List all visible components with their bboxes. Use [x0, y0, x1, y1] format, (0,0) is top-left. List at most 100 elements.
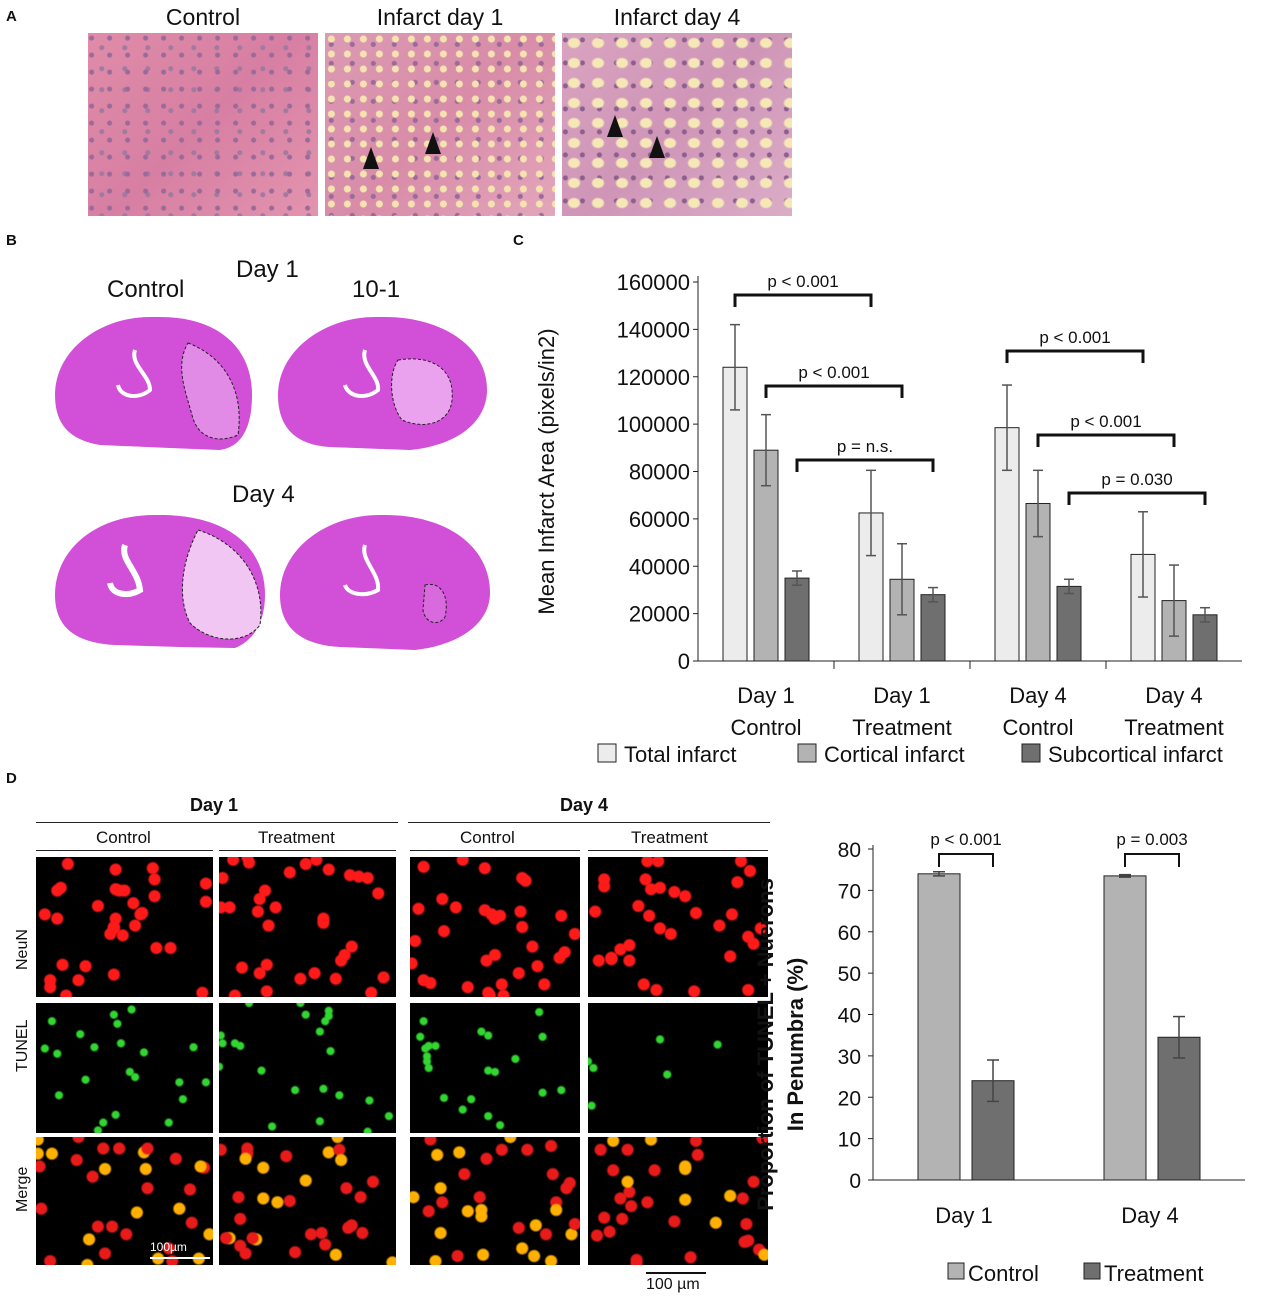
panel-d-day1-title: Day 1	[190, 795, 239, 815]
scalebar-outer-label: 100 µm	[646, 1276, 700, 1293]
y-tick-label: 10	[838, 1129, 861, 1152]
fluorescence-tile	[36, 1137, 213, 1265]
y-tick-label: 70	[838, 880, 861, 903]
brain-section-day4-control	[55, 515, 265, 648]
legend-swatch	[1021, 743, 1041, 763]
row-label-merge: Merge	[14, 1166, 31, 1212]
panel-b-day1-title: Day 1	[236, 256, 299, 283]
histology-image-infarct-day4	[562, 33, 792, 216]
x-tick-label: Day 1	[873, 683, 930, 708]
legend-label: Cortical infarct	[824, 742, 965, 767]
panel-d-day4-control: Control	[460, 828, 515, 847]
panel-d-day4-title: Day 4	[560, 795, 609, 815]
y-axis-label-line2: In Penumbra (%)	[783, 958, 808, 1132]
panel-a-letter: A	[6, 8, 17, 25]
legend-label: Subcortical infarct	[1048, 742, 1223, 767]
x-tick-label: Treatment	[852, 715, 951, 740]
panel-b-col-control: Control	[107, 276, 185, 303]
x-tick-label: Day 4	[1121, 1203, 1178, 1228]
brain-section-day4-treatment	[280, 515, 490, 650]
p-value-label: p < 0.001	[930, 830, 1001, 849]
divider	[36, 850, 213, 851]
divider	[588, 850, 768, 851]
fluorescence-tile	[219, 857, 396, 997]
tunel-proportion-chart: 0 10 20 30 40 50 60 70 80 Proportion of TUNEL + N…	[753, 830, 1245, 1286]
infarct-area-chart: 0 20000 40000 60000 80000 100000 120000 140000 1…	[534, 270, 1242, 767]
fluorescence-tile	[588, 1003, 768, 1133]
bar	[1157, 1036, 1201, 1181]
legend-swatch	[1083, 1262, 1101, 1280]
y-tick-label: 140000	[617, 317, 690, 342]
x-tick-label: Treatment	[1124, 715, 1223, 740]
brain-section-day1-control	[55, 317, 252, 450]
significance-bracket	[1005, 349, 1145, 363]
legend-swatch	[947, 1262, 965, 1280]
p-value-label: p < 0.001	[1039, 328, 1110, 347]
y-tick-label: 0	[849, 1170, 861, 1193]
panel-d-letter: D	[6, 770, 17, 787]
arrowhead-icon	[649, 136, 665, 158]
fluorescence-tile	[588, 857, 768, 997]
legend-swatch	[597, 743, 617, 763]
panel-c-letter: C	[513, 232, 524, 249]
panel-b-letter: B	[6, 232, 17, 249]
bar	[784, 577, 810, 662]
tile-label-infarct-day4: Infarct day 4	[613, 4, 741, 30]
y-axis-label: Mean Infarct Area (pixels/in2)	[534, 328, 559, 614]
arrowhead-icon	[363, 147, 379, 169]
significance-bracket	[938, 853, 994, 867]
significance-bracket	[1067, 491, 1207, 505]
p-value-label: p = 0.003	[1116, 830, 1187, 849]
fluorescence-tile	[36, 1003, 213, 1133]
divider	[408, 822, 770, 823]
p-value-label: p < 0.001	[767, 272, 838, 291]
y-tick-label: 120000	[617, 365, 690, 390]
histology-image-control	[88, 33, 318, 216]
y-tick-label: 60	[838, 922, 861, 945]
divider	[219, 850, 396, 851]
bar	[1103, 875, 1147, 1181]
legend-label: Total infarct	[624, 742, 737, 767]
panel-b-day4-title: Day 4	[232, 481, 295, 508]
bar	[917, 873, 961, 1181]
x-tick-label: Day 1	[935, 1203, 992, 1228]
scalebar-outer	[646, 1272, 706, 1274]
legend-label: Treatment	[1104, 1261, 1203, 1286]
y-tick-label: 0	[678, 649, 690, 674]
significance-bracket	[764, 384, 904, 398]
brain-sections-figure	[55, 317, 490, 650]
row-label-neun: NeuN	[14, 929, 31, 970]
panel-b-col-treat: 10-1	[352, 276, 401, 303]
x-tick-label: Control	[1003, 715, 1074, 740]
scalebar-inner-label: 100µm	[150, 1240, 187, 1254]
tile-label-infarct-day1: Infarct day 1	[376, 4, 504, 30]
legend-label: Control	[968, 1261, 1039, 1286]
y-tick-label: 40000	[629, 554, 690, 579]
significance-bracket	[1124, 853, 1180, 867]
significance-bracket	[733, 293, 873, 307]
arrowhead-icon	[425, 132, 441, 154]
y-tick-label: 60000	[629, 507, 690, 532]
panel-d-day1-control: Control	[96, 828, 151, 847]
x-tick-label: Day 4	[1009, 683, 1066, 708]
significance-bracket	[795, 458, 935, 472]
histology-image-infarct-day1	[325, 33, 555, 216]
arrowhead-icon	[607, 115, 623, 137]
fluorescence-tile	[410, 1137, 580, 1265]
y-axis-label-line1: Proportion of TUNEL + Nuerons	[753, 878, 778, 1211]
y-tick-label: 30	[838, 1046, 861, 1069]
y-tick-label: 80000	[629, 460, 690, 485]
bar	[920, 594, 946, 662]
y-tick-label: 20	[838, 1087, 861, 1110]
panel-d-day1-treatment: Treatment	[258, 828, 335, 847]
scalebar-inner	[150, 1257, 210, 1259]
bar	[722, 366, 748, 662]
y-tick-label: 80	[838, 839, 861, 862]
p-value-label: p = 0.030	[1101, 470, 1172, 489]
p-value-label: p < 0.001	[1070, 412, 1141, 431]
p-value-label: p = n.s.	[837, 437, 893, 456]
divider	[410, 850, 580, 851]
fluorescence-tile	[410, 1003, 580, 1133]
y-tick-label: 50	[838, 963, 861, 986]
fluorescence-tile	[219, 1003, 396, 1133]
